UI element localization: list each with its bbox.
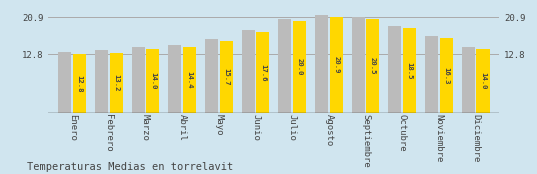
Bar (366, 19, 380, 113)
Text: 12.8: 12.8 (76, 75, 83, 92)
Bar (462, 46, 475, 113)
Text: 20.5: 20.5 (370, 57, 376, 75)
Bar (58, 52, 71, 113)
Text: 14.0: 14.0 (150, 72, 156, 90)
Bar (220, 41, 233, 113)
Bar (205, 39, 218, 113)
Text: 20.9: 20.9 (333, 56, 339, 74)
Bar (278, 19, 292, 113)
Text: 14.4: 14.4 (186, 71, 193, 89)
Bar (132, 47, 145, 113)
Bar (440, 38, 453, 113)
Text: 15.7: 15.7 (223, 68, 229, 86)
Bar (242, 30, 255, 113)
Bar (403, 28, 416, 113)
Bar (256, 32, 270, 113)
Bar (110, 53, 123, 113)
Bar (425, 35, 438, 113)
Text: Temperaturas Medias en torrelavit: Temperaturas Medias en torrelavit (27, 162, 233, 172)
Text: 13.2: 13.2 (113, 74, 119, 92)
Bar (352, 17, 365, 113)
Bar (330, 17, 343, 113)
Bar (73, 54, 86, 113)
Text: 14.0: 14.0 (480, 72, 486, 90)
Text: 20.0: 20.0 (296, 58, 302, 76)
Text: 18.5: 18.5 (407, 62, 412, 79)
Bar (146, 49, 159, 113)
Text: 16.3: 16.3 (443, 67, 449, 84)
Bar (183, 47, 196, 113)
Bar (388, 26, 402, 113)
Text: 17.6: 17.6 (260, 64, 266, 81)
Bar (168, 45, 182, 113)
Bar (476, 49, 490, 113)
Bar (95, 50, 108, 113)
Bar (293, 21, 306, 113)
Bar (315, 15, 328, 113)
